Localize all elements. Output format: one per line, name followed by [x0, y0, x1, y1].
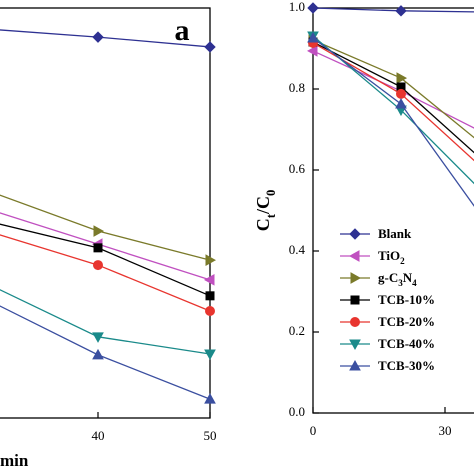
plot-frame	[312, 7, 474, 414]
legend-marker	[348, 250, 360, 262]
legend-label: TCB-40%	[378, 336, 435, 351]
legend-marker	[350, 295, 360, 305]
x-tick-label: 50	[204, 428, 217, 443]
marker	[307, 31, 319, 43]
marker	[204, 393, 216, 404]
series-line	[312, 50, 474, 129]
y-tick-label: 1.0	[289, 0, 305, 14]
marker	[205, 291, 215, 301]
marker	[92, 31, 104, 43]
chart: 0 30 0.0 0.2 0.4 0.6 0.8 1.0 Ct/C0 Blank TiO2 g-C3N…	[253, 0, 474, 438]
marker	[306, 45, 318, 57]
chart: 40 50 a min	[0, 7, 217, 470]
x-axis-label: min	[0, 451, 29, 470]
marker	[203, 273, 215, 286]
series-line	[0, 234, 211, 312]
marker	[92, 348, 104, 360]
x-tick-label: 30	[439, 423, 452, 438]
x-tick-label: 0	[310, 423, 317, 438]
legend-marker	[349, 228, 361, 240]
marker	[204, 349, 216, 361]
legend-marker	[350, 272, 362, 284]
legend-label: Blank	[378, 226, 412, 241]
marker	[92, 332, 104, 343]
marker	[307, 2, 319, 14]
y-tick-label: 0.2	[289, 323, 305, 338]
legend-marker	[349, 339, 361, 351]
y-tick-label: 0.0	[289, 404, 305, 419]
legend-label: TCB-10%	[378, 292, 435, 307]
marker	[205, 254, 217, 266]
series-line	[0, 194, 211, 261]
series-line	[0, 223, 211, 297]
legend-marker	[350, 317, 360, 327]
y-tick-label: 0.4	[289, 242, 306, 257]
plot-frame	[0, 7, 211, 419]
y-tick-label: 0.8	[289, 80, 305, 95]
marker	[395, 5, 407, 17]
marker	[93, 260, 103, 271]
series-line	[312, 37, 474, 207]
marker	[93, 225, 105, 237]
legend-label: TCB-20%	[378, 314, 435, 329]
legend-label: g-C3N4	[378, 270, 417, 288]
x-tick-label: 40	[92, 428, 105, 443]
marker	[396, 72, 408, 84]
marker	[205, 305, 215, 316]
marker	[204, 41, 216, 53]
marker	[93, 243, 103, 253]
legend-label: TCB-30%	[378, 358, 435, 373]
series-line	[0, 289, 211, 355]
marker	[396, 88, 406, 99]
legend-marker	[349, 359, 361, 371]
panel-label: a	[175, 14, 190, 47]
marker	[395, 97, 407, 109]
y-axis-label: Ct/C0	[253, 190, 278, 232]
legend-label: TiO2	[378, 248, 405, 266]
y-tick-label: 0.6	[289, 161, 306, 176]
